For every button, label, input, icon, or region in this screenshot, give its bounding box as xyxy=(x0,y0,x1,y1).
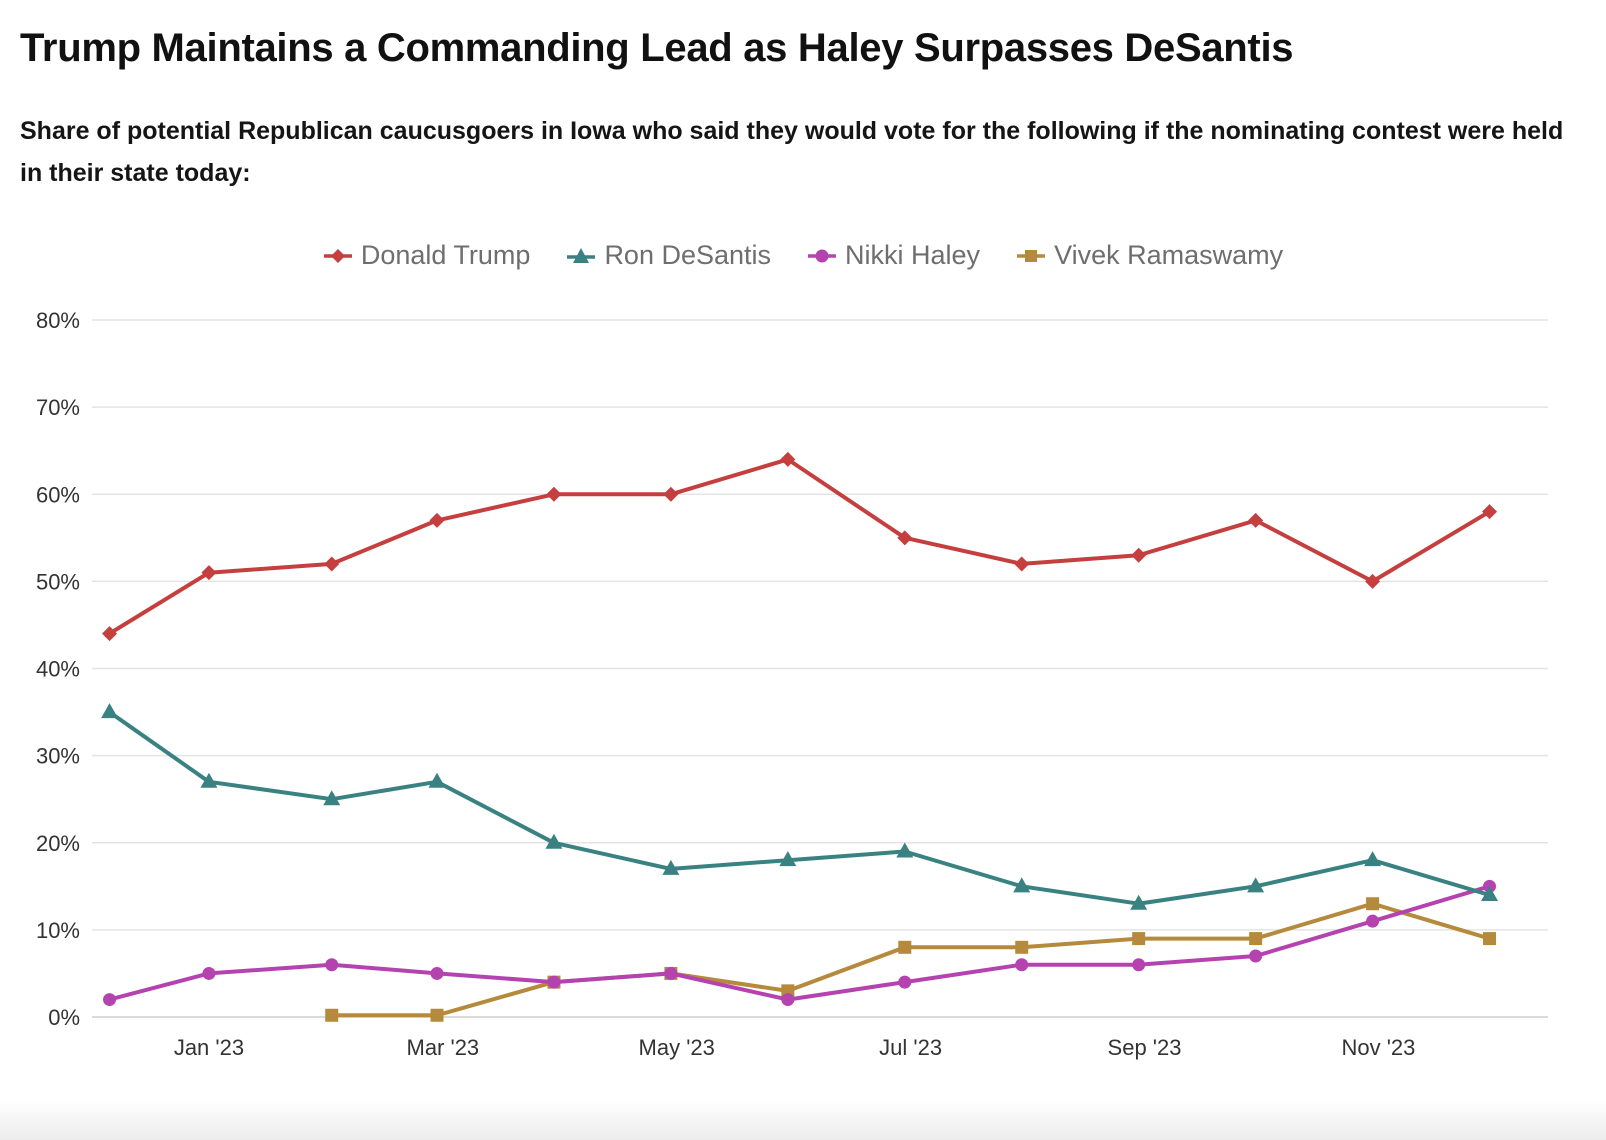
data-point-donald-trump[interactable] xyxy=(1482,504,1498,520)
square-marker-icon xyxy=(1017,249,1046,262)
data-point-ron-desantis[interactable] xyxy=(896,842,914,858)
bottom-fade xyxy=(0,1100,1606,1140)
data-point-ron-desantis[interactable] xyxy=(1247,877,1265,893)
data-point-vivek-ramaswamy[interactable] xyxy=(1249,932,1263,946)
data-point-vivek-ramaswamy[interactable] xyxy=(1483,932,1497,946)
y-axis-ticks: 0% 10% 20% 30% 40% 50% 60% 70% 80% xyxy=(36,308,80,1030)
data-point-donald-trump[interactable] xyxy=(324,556,340,572)
series-donald-trump xyxy=(102,451,1498,642)
legend-label-nikki-haley: Nikki Haley xyxy=(845,240,981,270)
data-point-vivek-ramaswamy[interactable] xyxy=(1015,940,1029,954)
data-point-ron-desantis[interactable] xyxy=(1130,894,1148,910)
series-lines xyxy=(101,451,1499,1022)
y-tick-label: 70% xyxy=(36,395,80,420)
data-point-donald-trump[interactable] xyxy=(1365,573,1381,589)
data-point-ron-desantis[interactable] xyxy=(1364,851,1382,867)
legend-item-donald-trump[interactable]: Donald Trump xyxy=(323,240,531,271)
x-tick-label: Mar '23 xyxy=(407,1035,480,1060)
data-point-nikki-haley[interactable] xyxy=(664,966,678,980)
legend-label-ron-desantis: Ron DeSantis xyxy=(604,240,772,270)
y-tick-label: 10% xyxy=(36,918,80,943)
data-point-nikki-haley[interactable] xyxy=(103,993,117,1007)
data-point-ron-desantis[interactable] xyxy=(101,703,119,719)
data-point-donald-trump[interactable] xyxy=(1248,512,1264,528)
x-tick-label: May '23 xyxy=(639,1035,715,1060)
data-point-nikki-haley[interactable] xyxy=(1366,914,1380,928)
triangle-marker-icon xyxy=(567,247,596,263)
data-point-vivek-ramaswamy[interactable] xyxy=(325,1008,339,1022)
data-point-donald-trump[interactable] xyxy=(780,451,796,467)
y-tick-label: 60% xyxy=(36,482,80,507)
series-vivek-ramaswamy xyxy=(325,897,1497,1022)
legend-label-vivek-ramaswamy: Vivek Ramaswamy xyxy=(1054,240,1284,270)
y-tick-label: 50% xyxy=(36,569,80,594)
data-point-ron-desantis[interactable] xyxy=(323,790,341,806)
data-point-nikki-haley[interactable] xyxy=(898,975,912,989)
chart-title: Trump Maintains a Commanding Lead as Hal… xyxy=(20,26,1294,70)
series-line-vivek-ramaswamy xyxy=(329,901,1492,1018)
x-tick-label: Sep '23 xyxy=(1108,1035,1182,1060)
data-point-donald-trump[interactable] xyxy=(663,486,679,502)
series-line-ron-desantis xyxy=(107,710,1492,906)
data-point-donald-trump[interactable] xyxy=(1014,556,1030,572)
series-ron-desantis xyxy=(101,703,1499,910)
data-point-vivek-ramaswamy[interactable] xyxy=(430,1008,444,1022)
x-tick-label: Jul '23 xyxy=(879,1035,942,1060)
data-point-donald-trump[interactable] xyxy=(429,512,445,528)
data-point-donald-trump[interactable] xyxy=(102,626,118,642)
data-point-ron-desantis[interactable] xyxy=(1013,877,1031,893)
y-tick-label: 30% xyxy=(36,744,80,769)
data-point-nikki-haley[interactable] xyxy=(547,975,561,989)
legend-item-ron-desantis[interactable]: Ron DeSantis xyxy=(566,240,771,271)
y-tick-label: 40% xyxy=(36,657,80,682)
data-point-nikki-haley[interactable] xyxy=(1249,949,1263,963)
series-line-donald-trump xyxy=(107,457,1492,636)
x-axis-ticks: Jan '23 Mar '23 May '23 Jul '23 Sep '23 Nov '… xyxy=(174,1035,1416,1060)
chart-subtitle: Share of potential Republican caucusgoer… xyxy=(20,117,1564,187)
data-point-donald-trump[interactable] xyxy=(897,530,913,546)
legend-label-donald-trump: Donald Trump xyxy=(360,240,531,270)
data-point-ron-desantis[interactable] xyxy=(200,772,218,788)
y-tick-label: 80% xyxy=(36,308,80,333)
chart-legend: Donald Trump Ron DeSantis Nikki Haley Vi… xyxy=(0,240,1606,271)
data-point-ron-desantis[interactable] xyxy=(662,859,680,875)
gridlines xyxy=(92,319,1548,1018)
data-point-ron-desantis[interactable] xyxy=(545,833,563,849)
data-point-nikki-haley[interactable] xyxy=(781,993,795,1007)
data-point-vivek-ramaswamy[interactable] xyxy=(898,940,912,954)
data-point-nikki-haley[interactable] xyxy=(1132,958,1146,972)
legend-item-vivek-ramaswamy[interactable]: Vivek Ramaswamy xyxy=(1016,240,1283,271)
circle-marker-icon xyxy=(808,249,837,262)
series-nikki-haley xyxy=(103,879,1497,1007)
data-point-vivek-ramaswamy[interactable] xyxy=(1366,897,1380,911)
legend-item-nikki-haley[interactable]: Nikki Haley xyxy=(807,240,980,271)
series-line-nikki-haley xyxy=(107,884,1492,1002)
data-point-nikki-haley[interactable] xyxy=(202,966,216,980)
data-point-ron-desantis[interactable] xyxy=(428,772,446,788)
data-point-ron-desantis[interactable] xyxy=(1481,886,1499,902)
line-chart: 0% 10% 20% 30% 40% 50% 60% 70% 80% Jan '23 Mar '2… xyxy=(36,308,1548,1060)
data-point-nikki-haley[interactable] xyxy=(1015,958,1029,972)
data-point-vivek-ramaswamy[interactable] xyxy=(1132,932,1146,946)
data-point-ron-desantis[interactable] xyxy=(779,851,797,867)
data-point-nikki-haley[interactable] xyxy=(325,958,339,972)
data-point-donald-trump[interactable] xyxy=(201,565,217,581)
y-tick-label: 20% xyxy=(36,831,80,856)
x-tick-label: Nov '23 xyxy=(1341,1035,1415,1060)
diamond-marker-icon xyxy=(323,248,352,263)
data-point-donald-trump[interactable] xyxy=(1131,547,1147,563)
data-point-nikki-haley[interactable] xyxy=(430,966,444,980)
data-point-donald-trump[interactable] xyxy=(546,486,562,502)
x-tick-label: Jan '23 xyxy=(174,1035,244,1060)
y-tick-label: 0% xyxy=(48,1005,80,1030)
